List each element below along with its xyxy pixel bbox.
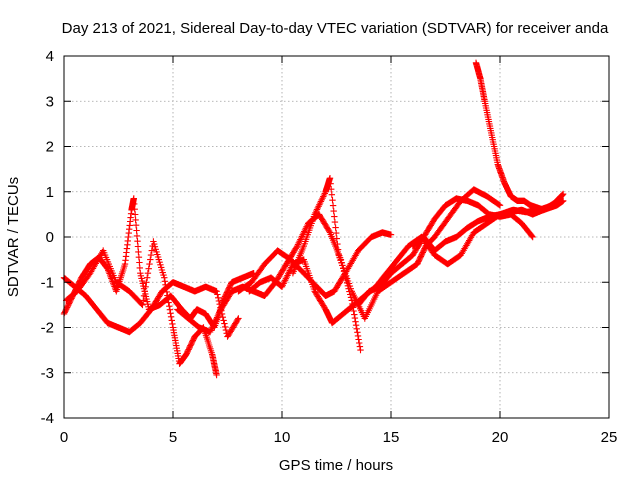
y-tick-label: 4: [46, 48, 54, 65]
x-tick-label: 0: [60, 429, 68, 446]
y-tick-label: 0: [46, 229, 54, 246]
y-tick-label: 2: [46, 139, 54, 156]
y-tick-label: -3: [41, 365, 54, 382]
data-layer: [60, 59, 567, 379]
y-tick-label: -2: [41, 320, 54, 337]
y-tick-label: -4: [41, 410, 54, 427]
x-tick-label: 10: [274, 429, 291, 446]
y-tick-label: -1: [41, 274, 54, 291]
series-markers: [60, 195, 257, 331]
series-sat-g: [289, 175, 504, 322]
series-markers: [63, 238, 220, 379]
y-tick-label: 1: [46, 184, 54, 201]
x-tick-label: 20: [492, 429, 509, 446]
chart-title: Day 213 of 2021, Sidereal Day-to-day VTE…: [62, 20, 609, 37]
series-sat-b: [63, 238, 220, 379]
x-axis-label: GPS time / hours: [279, 457, 393, 474]
x-tick-label: 25: [601, 429, 618, 446]
x-tick-label: 15: [383, 429, 400, 446]
series-sat-j: [472, 59, 567, 214]
y-tick-label: 3: [46, 93, 54, 110]
series-markers: [289, 175, 504, 322]
axis-ticks: 0 5 10 15 20 25 -4 -3 -2 -1 0 1 2 3 4: [41, 48, 618, 446]
y-axis-label: SDTVAR / TECUs: [5, 177, 22, 297]
x-tick-label: 5: [169, 429, 177, 446]
series-sat-a: [60, 195, 257, 331]
series-markers: [472, 59, 567, 214]
